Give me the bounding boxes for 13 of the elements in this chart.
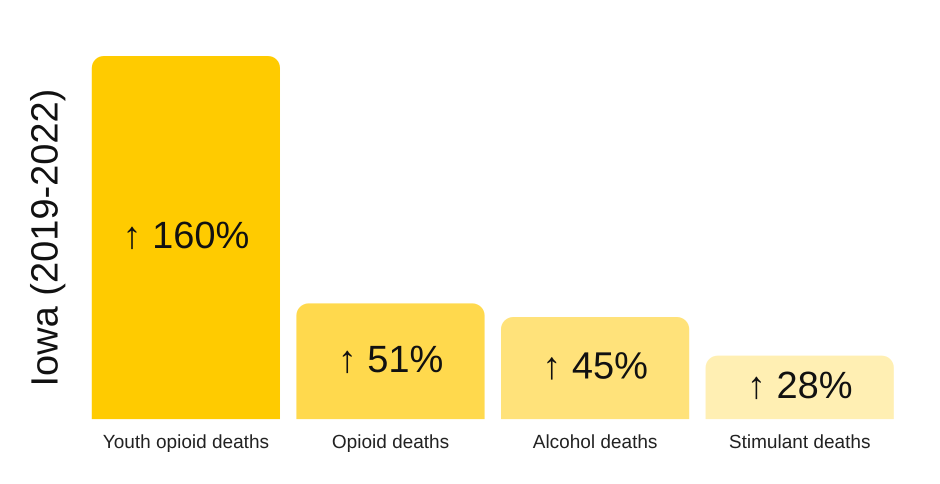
bar	[92, 56, 280, 420]
bar	[706, 356, 894, 420]
x-tick-label: Stimulant deaths	[728, 432, 870, 453]
data-label: ↑ 160%	[122, 215, 250, 258]
data-label: ↑ 28%	[746, 364, 853, 407]
bar	[296, 303, 485, 420]
data-label: ↑ 45%	[542, 346, 648, 388]
x-tick-label: Opioid deaths	[332, 432, 450, 453]
x-tick-label: Youth opioid deaths	[102, 432, 270, 453]
x-tick-label: Alcohol deaths	[532, 432, 658, 453]
y-axis-title: Iowa (2019-2022)	[24, 88, 66, 387]
data-label: ↑ 51%	[338, 338, 444, 381]
bar	[500, 317, 690, 420]
